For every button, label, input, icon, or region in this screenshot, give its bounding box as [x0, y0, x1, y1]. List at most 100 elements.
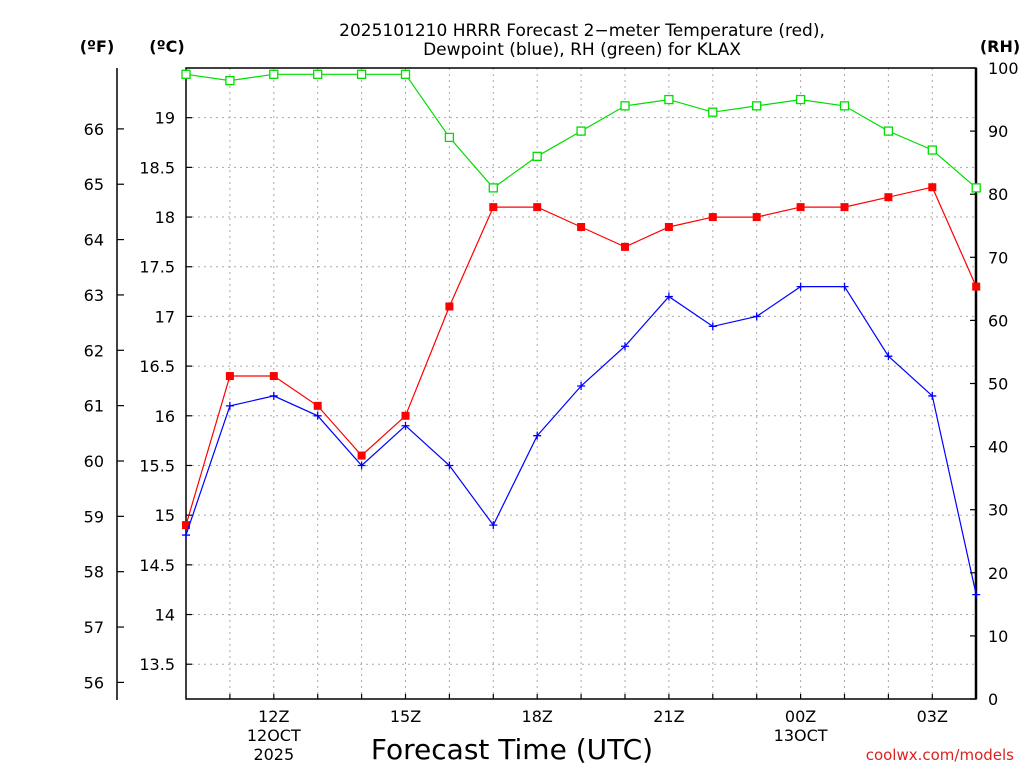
- temperature-point: [972, 282, 981, 291]
- chart-title: 2025101210 HRRR Forecast 2−meter Tempera…: [339, 21, 825, 41]
- temperature-point: [445, 302, 454, 311]
- temperature-point: [225, 372, 234, 381]
- celsius-tick-label: 15.5: [139, 456, 175, 475]
- temperature-point: [621, 242, 629, 251]
- x-tick-year-label: 2025: [253, 745, 294, 764]
- x-tick-label: 21Z: [653, 707, 684, 726]
- x-tick-date-label: 12OCT: [247, 726, 301, 745]
- fahrenheit-tick-label: 63: [84, 286, 104, 305]
- temperature-point: [401, 411, 410, 420]
- temperature-point: [577, 222, 586, 231]
- rh-point: [181, 69, 191, 79]
- rh-tick-label: 70: [988, 248, 1008, 267]
- dewpoint-point: [664, 292, 673, 301]
- rh-point: [313, 69, 323, 79]
- rh-tick-label: 30: [988, 501, 1008, 520]
- dewpoint-point: [928, 391, 937, 400]
- dewpoint-point: [533, 431, 542, 440]
- fahrenheit-tick-label: 57: [84, 618, 104, 637]
- credit-text: coolwx.com/models: [866, 746, 1014, 764]
- rh-point: [708, 107, 718, 117]
- temperature-point: [708, 213, 717, 222]
- rh-point: [795, 94, 806, 105]
- rh-tick-label: 100: [988, 59, 1019, 78]
- temperature-point: [928, 183, 937, 192]
- rh-point: [752, 101, 762, 111]
- dewpoint-point: [357, 461, 366, 470]
- temperature-point: [664, 222, 673, 231]
- rh-point: [971, 183, 981, 193]
- celsius-tick-label: 17.5: [139, 258, 175, 277]
- temperature-point: [182, 521, 190, 530]
- x-tick-label: 03Z: [917, 707, 948, 726]
- dewpoint-point: [577, 381, 586, 390]
- temperature-point: [313, 401, 322, 410]
- temperature-point: [489, 203, 498, 212]
- x-tick-label: 12Z: [258, 707, 289, 726]
- celsius-tick-label: 16: [155, 407, 175, 426]
- dewpoint-point: [182, 531, 190, 540]
- dewpoint-point: [708, 322, 717, 331]
- rh-point: [400, 69, 411, 79]
- chart-subtitle: Dewpoint (blue), RH (green) for KLAX: [423, 40, 741, 60]
- rh-tick-label: 20: [988, 564, 1008, 583]
- celsius-tick-label: 16.5: [139, 357, 175, 376]
- rh-tick-label: 50: [988, 375, 1008, 394]
- dewpoint-point: [269, 391, 278, 400]
- fahrenheit-tick-label: 56: [84, 673, 104, 692]
- rh-point: [225, 75, 235, 86]
- rh-tick-label: 80: [988, 185, 1008, 204]
- fahrenheit-tick-label: 58: [84, 563, 104, 582]
- rh-point: [356, 69, 367, 79]
- celsius-tick-label: 13.5: [139, 655, 175, 674]
- celsius-tick-label: 14.5: [139, 556, 175, 575]
- celsius-tick-label: 18.5: [139, 158, 175, 177]
- celsius-tick-label: 18: [155, 208, 175, 227]
- rh-tick-label: 0: [988, 690, 998, 709]
- fahrenheit-axis-label: (ºF): [80, 37, 115, 56]
- x-tick-label: 00Z: [785, 707, 816, 726]
- rh-point: [883, 126, 894, 136]
- temperature-point: [840, 203, 849, 212]
- fahrenheit-tick-label: 59: [84, 507, 104, 526]
- rh-point: [269, 69, 279, 79]
- dewpoint-point: [840, 282, 849, 291]
- fahrenheit-tick-label: 64: [84, 231, 104, 250]
- rh-point: [927, 145, 937, 155]
- celsius-tick-label: 19: [155, 109, 175, 128]
- x-tick-label: 15Z: [390, 707, 421, 726]
- temperature-point: [752, 213, 761, 222]
- dewpoint-point: [796, 282, 805, 291]
- rh-tick-label: 10: [988, 627, 1008, 646]
- rh-tick-label: 40: [988, 438, 1008, 457]
- rh-point: [444, 132, 455, 143]
- x-tick-date-label: 13OCT: [774, 726, 828, 745]
- dewpoint-point: [489, 521, 498, 530]
- fahrenheit-tick-label: 61: [84, 397, 104, 416]
- dewpoint-point: [752, 312, 761, 321]
- axes-layer: 56 57 58 59 60 61 62 63 64 65 66 13.5 14 14.5 15 15.5 16…: [84, 59, 1019, 764]
- rh-tick-label: 60: [988, 311, 1008, 330]
- rh-point: [664, 94, 674, 105]
- rh-point: [839, 101, 850, 111]
- rh-point: [620, 101, 630, 111]
- fahrenheit-tick-label: 66: [84, 120, 104, 139]
- x-tick-label: 18Z: [522, 707, 553, 726]
- rh-point: [488, 183, 498, 193]
- celsius-tick-label: 15: [155, 506, 175, 525]
- temperature-point: [269, 372, 278, 381]
- dewpoint-point: [445, 461, 454, 470]
- rh-axis-label: (RH): [980, 37, 1020, 56]
- temperature-point: [796, 203, 805, 212]
- celsius-tick-label: 14: [155, 606, 175, 625]
- fahrenheit-tick-label: 62: [84, 341, 104, 360]
- dewpoint-point: [225, 401, 234, 410]
- rh-point: [576, 126, 586, 136]
- series-layer: [181, 69, 981, 599]
- dewpoint-point: [401, 421, 410, 430]
- celsius-tick-label: 17: [155, 307, 175, 326]
- dewpoint-point: [884, 352, 893, 361]
- x-axis-label: Forecast Time (UTC): [371, 733, 653, 766]
